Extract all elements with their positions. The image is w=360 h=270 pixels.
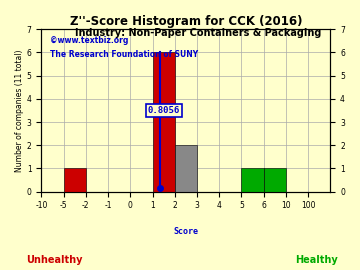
Text: ©www.textbiz.org: ©www.textbiz.org (50, 36, 129, 45)
Bar (264, 168, 286, 192)
Text: The Research Foundation of SUNY: The Research Foundation of SUNY (50, 50, 198, 59)
Bar (153, 52, 175, 192)
Bar (175, 145, 197, 192)
Text: 0.8056: 0.8056 (148, 106, 180, 115)
Title: Z''-Score Histogram for CCK (2016): Z''-Score Histogram for CCK (2016) (69, 15, 302, 28)
Bar (64, 168, 86, 192)
X-axis label: Score: Score (174, 227, 198, 236)
Text: Healthy: Healthy (296, 255, 338, 265)
Bar (242, 168, 264, 192)
Text: Industry: Non-Paper Containers & Packaging: Industry: Non-Paper Containers & Packagi… (75, 28, 321, 38)
Text: Unhealthy: Unhealthy (26, 255, 82, 265)
Y-axis label: Number of companies (11 total): Number of companies (11 total) (15, 49, 24, 172)
